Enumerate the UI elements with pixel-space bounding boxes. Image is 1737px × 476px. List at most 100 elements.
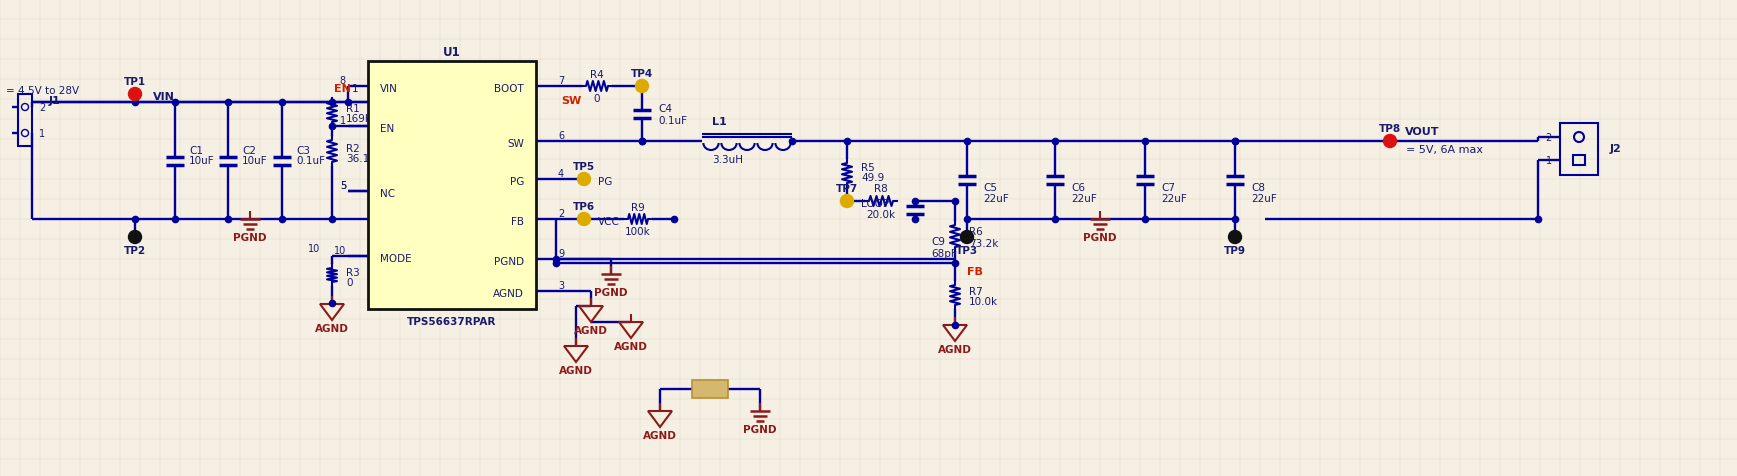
Bar bbox=[368, 62, 537, 309]
Text: 22uF: 22uF bbox=[983, 194, 1009, 204]
Text: 7: 7 bbox=[558, 76, 565, 86]
Text: 3.3uH: 3.3uH bbox=[712, 155, 743, 165]
Text: 1: 1 bbox=[340, 116, 346, 126]
Text: 0: 0 bbox=[346, 278, 353, 288]
Text: EN: EN bbox=[334, 84, 351, 94]
Text: 6: 6 bbox=[558, 131, 565, 141]
Text: C1: C1 bbox=[189, 146, 203, 156]
Text: 5: 5 bbox=[340, 180, 346, 190]
Text: PGND: PGND bbox=[1084, 232, 1117, 242]
Text: VOUT: VOUT bbox=[1405, 127, 1440, 137]
Text: 0.1uF: 0.1uF bbox=[295, 156, 325, 166]
Text: EN: EN bbox=[380, 124, 394, 134]
Text: PG: PG bbox=[598, 177, 613, 187]
Text: J2: J2 bbox=[1610, 144, 1622, 154]
Text: FB: FB bbox=[511, 217, 525, 227]
Text: 2: 2 bbox=[1546, 133, 1551, 143]
Text: R8: R8 bbox=[874, 184, 888, 194]
Text: PGND: PGND bbox=[493, 257, 525, 267]
Text: TP4: TP4 bbox=[631, 69, 653, 79]
Text: VIN: VIN bbox=[153, 92, 175, 102]
Text: 2: 2 bbox=[38, 103, 45, 113]
Text: 20.0k: 20.0k bbox=[867, 209, 896, 219]
Text: C4: C4 bbox=[658, 104, 672, 114]
Text: Net-Tie: Net-Tie bbox=[691, 385, 728, 395]
Text: R9: R9 bbox=[631, 203, 644, 213]
Text: AGND: AGND bbox=[573, 325, 608, 335]
Text: PG: PG bbox=[509, 177, 525, 187]
Text: NC: NC bbox=[380, 188, 394, 198]
Text: J1: J1 bbox=[49, 96, 59, 106]
Text: 10uF: 10uF bbox=[189, 156, 215, 166]
Text: = 5V, 6A max: = 5V, 6A max bbox=[1405, 145, 1483, 155]
Text: R6: R6 bbox=[969, 227, 983, 237]
Text: L1: L1 bbox=[712, 117, 726, 127]
Text: 1: 1 bbox=[1546, 156, 1551, 166]
Text: AGND: AGND bbox=[643, 430, 677, 440]
Text: AGND: AGND bbox=[615, 341, 648, 351]
Text: PGND: PGND bbox=[594, 288, 627, 298]
Circle shape bbox=[577, 213, 591, 226]
Text: 1: 1 bbox=[353, 84, 358, 94]
Circle shape bbox=[129, 89, 141, 101]
Text: R1: R1 bbox=[346, 104, 360, 114]
Text: AGND: AGND bbox=[314, 323, 349, 333]
Text: 49.9: 49.9 bbox=[862, 173, 884, 183]
Text: SW: SW bbox=[507, 139, 525, 149]
Text: AGND: AGND bbox=[559, 365, 592, 375]
Text: 3: 3 bbox=[558, 280, 565, 290]
Text: C3: C3 bbox=[295, 146, 309, 156]
Text: 10: 10 bbox=[334, 246, 346, 256]
Text: C9: C9 bbox=[931, 237, 945, 247]
Text: PGND: PGND bbox=[743, 424, 776, 434]
Text: FB: FB bbox=[968, 267, 983, 277]
Text: TP5: TP5 bbox=[573, 162, 596, 172]
Text: R4: R4 bbox=[591, 70, 604, 80]
Text: = 4.5V to 28V: = 4.5V to 28V bbox=[5, 86, 80, 96]
Text: 1: 1 bbox=[38, 129, 45, 139]
Text: LOOP: LOOP bbox=[862, 198, 889, 208]
Text: 22uF: 22uF bbox=[1160, 194, 1186, 204]
Text: 0.1uF: 0.1uF bbox=[658, 116, 688, 126]
Text: 22uF: 22uF bbox=[1251, 194, 1277, 204]
Text: 10uF: 10uF bbox=[241, 156, 267, 166]
Text: VIN: VIN bbox=[380, 84, 398, 94]
Text: TPS56637RPAR: TPS56637RPAR bbox=[406, 317, 497, 327]
Text: R3: R3 bbox=[346, 268, 360, 278]
Circle shape bbox=[841, 195, 853, 208]
Circle shape bbox=[1383, 135, 1397, 148]
Text: 73.2k: 73.2k bbox=[969, 238, 999, 248]
Text: BOOT: BOOT bbox=[495, 84, 525, 94]
Text: 169k: 169k bbox=[346, 114, 372, 124]
Text: VCC: VCC bbox=[598, 217, 620, 227]
Bar bbox=[17, 95, 31, 147]
Circle shape bbox=[577, 173, 591, 186]
Text: 10: 10 bbox=[307, 244, 320, 253]
Text: TP8: TP8 bbox=[1379, 124, 1402, 134]
Text: 100k: 100k bbox=[625, 227, 651, 237]
Text: TP3: TP3 bbox=[955, 246, 978, 256]
Text: TP9: TP9 bbox=[1225, 246, 1245, 256]
Text: C2: C2 bbox=[241, 146, 255, 156]
Text: R7: R7 bbox=[969, 287, 983, 297]
Text: 5: 5 bbox=[340, 180, 346, 190]
Bar bbox=[1574, 156, 1584, 166]
Text: PGND: PGND bbox=[233, 232, 267, 242]
Text: R2: R2 bbox=[346, 144, 360, 154]
Text: R5: R5 bbox=[862, 163, 875, 173]
Text: 22uF: 22uF bbox=[1072, 194, 1096, 204]
Text: TP1: TP1 bbox=[123, 77, 146, 87]
Text: C6: C6 bbox=[1072, 183, 1086, 193]
Bar bbox=[691, 380, 728, 398]
Text: U1: U1 bbox=[443, 45, 460, 59]
Circle shape bbox=[1228, 231, 1242, 244]
Text: TP7: TP7 bbox=[835, 184, 858, 194]
Text: AGND: AGND bbox=[493, 288, 525, 298]
Text: SW: SW bbox=[561, 96, 582, 106]
Text: 0: 0 bbox=[594, 94, 601, 104]
Circle shape bbox=[129, 231, 141, 244]
Text: C8: C8 bbox=[1251, 183, 1265, 193]
Text: C7: C7 bbox=[1160, 183, 1174, 193]
Text: 4: 4 bbox=[558, 169, 565, 178]
Text: C5: C5 bbox=[983, 183, 997, 193]
